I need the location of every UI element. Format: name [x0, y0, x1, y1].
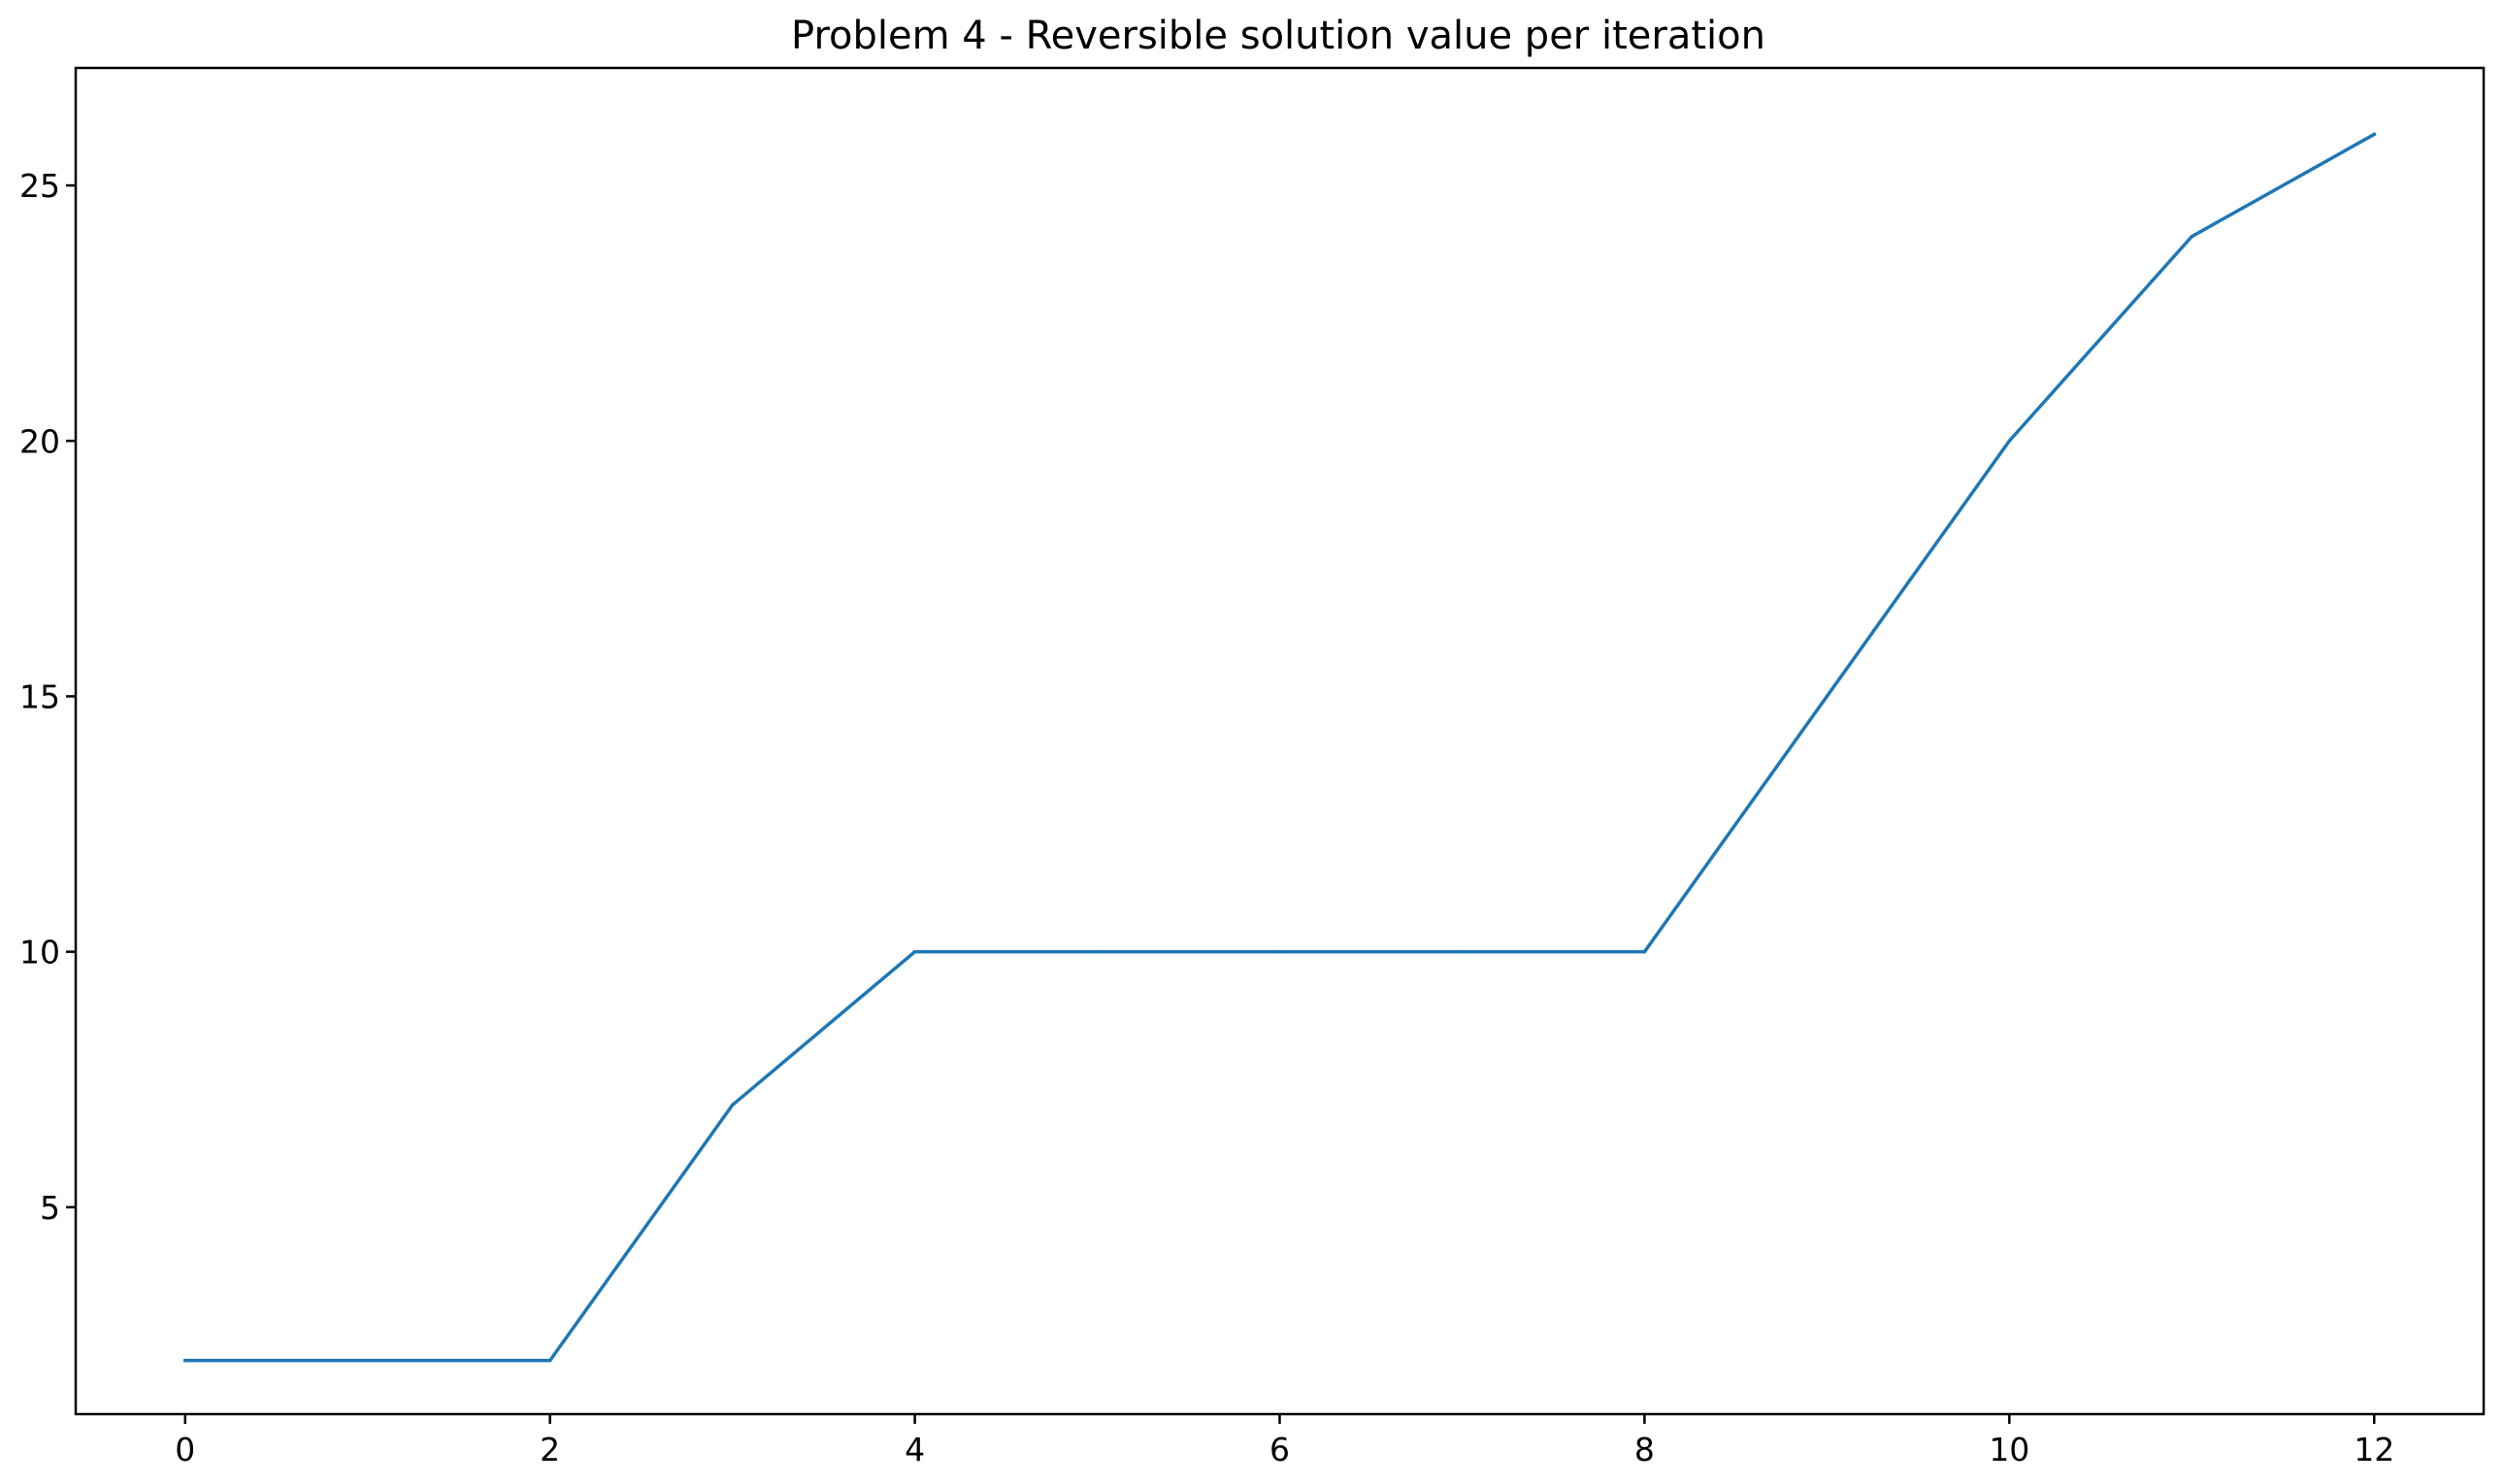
data-point [1095, 949, 1100, 954]
data-point [183, 1358, 187, 1363]
x-tick-label: 6 [1269, 1431, 1290, 1468]
data-point [1460, 949, 1465, 954]
data-point [547, 1358, 552, 1363]
x-tick-label: 4 [905, 1431, 925, 1468]
data-point [1825, 694, 1829, 699]
y-tick-label: 20 [19, 422, 60, 460]
y-tick-label: 10 [19, 934, 60, 972]
data-point [365, 1358, 370, 1363]
x-axis: 0 2 4 6 8 10 12 [175, 1414, 2394, 1468]
x-tick-label: 2 [540, 1431, 560, 1468]
data-point [2190, 234, 2194, 239]
x-tick-label: 8 [1634, 1431, 1655, 1468]
x-tick-label: 0 [175, 1431, 195, 1468]
chart-title: Problem 4 - Reversible solution value pe… [791, 14, 1765, 58]
y-tick-label: 5 [40, 1189, 60, 1227]
data-point [2007, 439, 2012, 443]
data-point [1642, 949, 1647, 954]
data-point [1277, 949, 1282, 954]
plot-area [183, 132, 2377, 1363]
data-point [730, 1103, 735, 1107]
x-tick-label: 10 [1989, 1431, 2029, 1468]
y-tick-label: 25 [19, 167, 60, 205]
x-tick-label: 12 [2354, 1431, 2394, 1468]
data-point [912, 949, 917, 954]
y-tick-label: 15 [19, 677, 60, 715]
data-point [2372, 132, 2376, 137]
y-axis: 5 10 15 20 25 [19, 167, 76, 1227]
